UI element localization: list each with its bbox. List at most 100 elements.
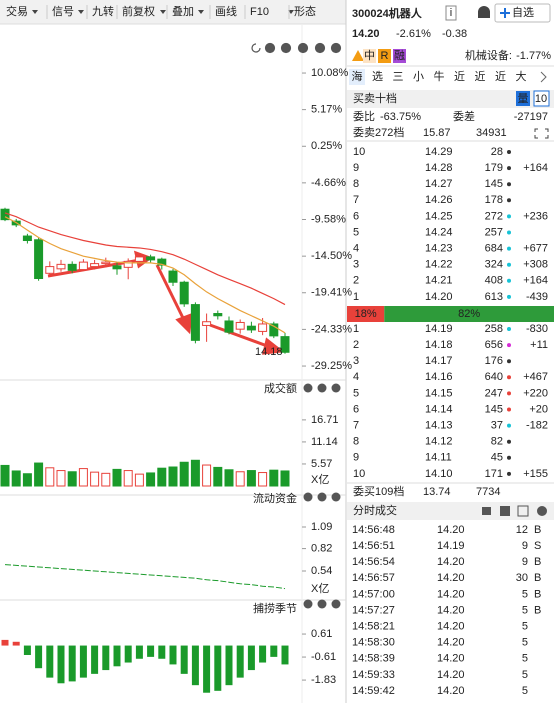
trade-volume: 5 <box>522 604 528 616</box>
tab[interactable]: 小 <box>413 70 424 83</box>
book-summary: 7734 <box>476 486 500 498</box>
candle-body <box>101 261 111 265</box>
toolbar-item[interactable]: 九转 <box>92 4 114 18</box>
level: 3 <box>353 259 359 271</box>
candle-body <box>280 336 290 353</box>
candle-body <box>56 263 66 270</box>
toolbar-item[interactable]: 形态 <box>294 5 316 18</box>
settings-icon[interactable] <box>317 383 327 393</box>
candle-body <box>112 265 122 270</box>
y-tick-label: -19.41% <box>311 287 352 299</box>
tab[interactable]: 近 <box>475 70 486 83</box>
change-dot <box>507 294 511 299</box>
info-icon[interactable]: i <box>450 7 452 19</box>
close-icon[interactable] <box>330 42 342 54</box>
tab[interactable]: 牛 <box>434 69 445 83</box>
zoom-out-icon[interactable] <box>280 42 292 54</box>
settings-icon[interactable] <box>317 599 327 609</box>
y-tick-label: -14.50% <box>311 250 352 262</box>
level: 10 <box>353 468 365 480</box>
help-icon[interactable] <box>303 383 313 393</box>
bar <box>57 645 65 684</box>
tab[interactable]: 近 <box>495 70 506 83</box>
toolbar-item[interactable]: 叠加 <box>172 5 194 18</box>
help-icon[interactable] <box>314 42 326 54</box>
book-summary: 15.87 <box>423 127 451 139</box>
candle-body <box>246 325 256 331</box>
expand-icon[interactable] <box>534 128 549 139</box>
change-dot <box>507 150 511 154</box>
volume: 656 <box>485 339 503 351</box>
level: 7 <box>353 194 359 206</box>
bar <box>79 645 87 678</box>
trade-price: 14.20 <box>437 524 465 536</box>
toolbar-item[interactable]: 画线 <box>215 4 237 18</box>
book-summary: 13.74 <box>423 486 451 498</box>
change-dot <box>507 198 511 203</box>
tag-label: R <box>381 50 389 62</box>
close-icon[interactable] <box>331 492 341 502</box>
close-icon[interactable] <box>331 599 341 609</box>
change-dot <box>507 471 511 476</box>
bar <box>67 471 77 487</box>
change-dot <box>507 166 511 171</box>
sector: 机械设备: <box>465 48 512 62</box>
depth-button[interactable] <box>533 90 550 107</box>
more-arrow[interactable] <box>540 71 547 83</box>
unit-label: X亿 <box>311 582 329 595</box>
help-icon[interactable] <box>537 506 547 516</box>
lock-icon[interactable] <box>482 507 491 515</box>
bar <box>101 472 111 487</box>
y-tick-label: 1.09 <box>311 521 332 533</box>
tab[interactable]: 海 <box>352 69 363 83</box>
bar <box>112 468 122 487</box>
toolbar-item[interactable]: 交易 <box>6 4 28 18</box>
close-icon[interactable] <box>331 383 341 393</box>
tab[interactable]: 三 <box>393 71 404 83</box>
watch-label[interactable]: 自选 <box>512 6 534 19</box>
ratio-label: 委比 <box>353 110 375 123</box>
bell-icon[interactable] <box>478 6 490 18</box>
trade-time: 14:58:39 <box>352 653 395 665</box>
stock-name: 300024机器人 <box>352 6 423 20</box>
trade-volume: 30 <box>516 572 528 584</box>
candle-body <box>78 261 88 271</box>
toolbar-item[interactable]: 信号 <box>52 5 74 18</box>
y-tick-label: 5.57 <box>311 458 332 470</box>
volume: 258 <box>485 323 503 335</box>
mode: 量 <box>518 92 529 105</box>
grid-icon[interactable] <box>500 506 510 516</box>
price: 14.10 <box>425 468 453 480</box>
change: -0.38 <box>442 28 467 40</box>
book-summary: 委买109档 <box>353 484 404 498</box>
tab[interactable]: 大 <box>516 69 527 83</box>
help-icon[interactable] <box>303 599 313 609</box>
toolbar-item[interactable]: 前复权 <box>122 4 155 18</box>
trade-tools <box>482 505 547 517</box>
settings-icon[interactable] <box>317 492 327 502</box>
bar <box>68 645 76 682</box>
refresh-icon[interactable] <box>251 43 261 53</box>
mode-button[interactable] <box>516 91 530 106</box>
watch-button[interactable] <box>494 3 551 23</box>
settings-icon[interactable] <box>297 42 309 54</box>
volume: 82 <box>491 436 503 448</box>
help-icon[interactable] <box>303 492 313 502</box>
candle-body <box>202 321 212 326</box>
bar <box>224 469 234 487</box>
change: +164 <box>523 162 548 174</box>
arrow <box>209 323 271 349</box>
expand-icon[interactable] <box>517 505 529 517</box>
price: 14.21 <box>425 275 453 287</box>
moving-average <box>4 216 286 334</box>
bar <box>190 459 200 487</box>
tab[interactable]: 近 <box>454 70 465 83</box>
volume: 272 <box>485 210 503 222</box>
level: 1 <box>353 323 359 335</box>
tab[interactable]: 选 <box>372 70 383 83</box>
toolbar-item[interactable]: F10 <box>250 6 269 18</box>
bar <box>203 645 211 693</box>
zoom-in-icon[interactable] <box>264 42 276 54</box>
price: 14.18 <box>425 339 453 351</box>
trade-price: 14.20 <box>437 588 465 600</box>
